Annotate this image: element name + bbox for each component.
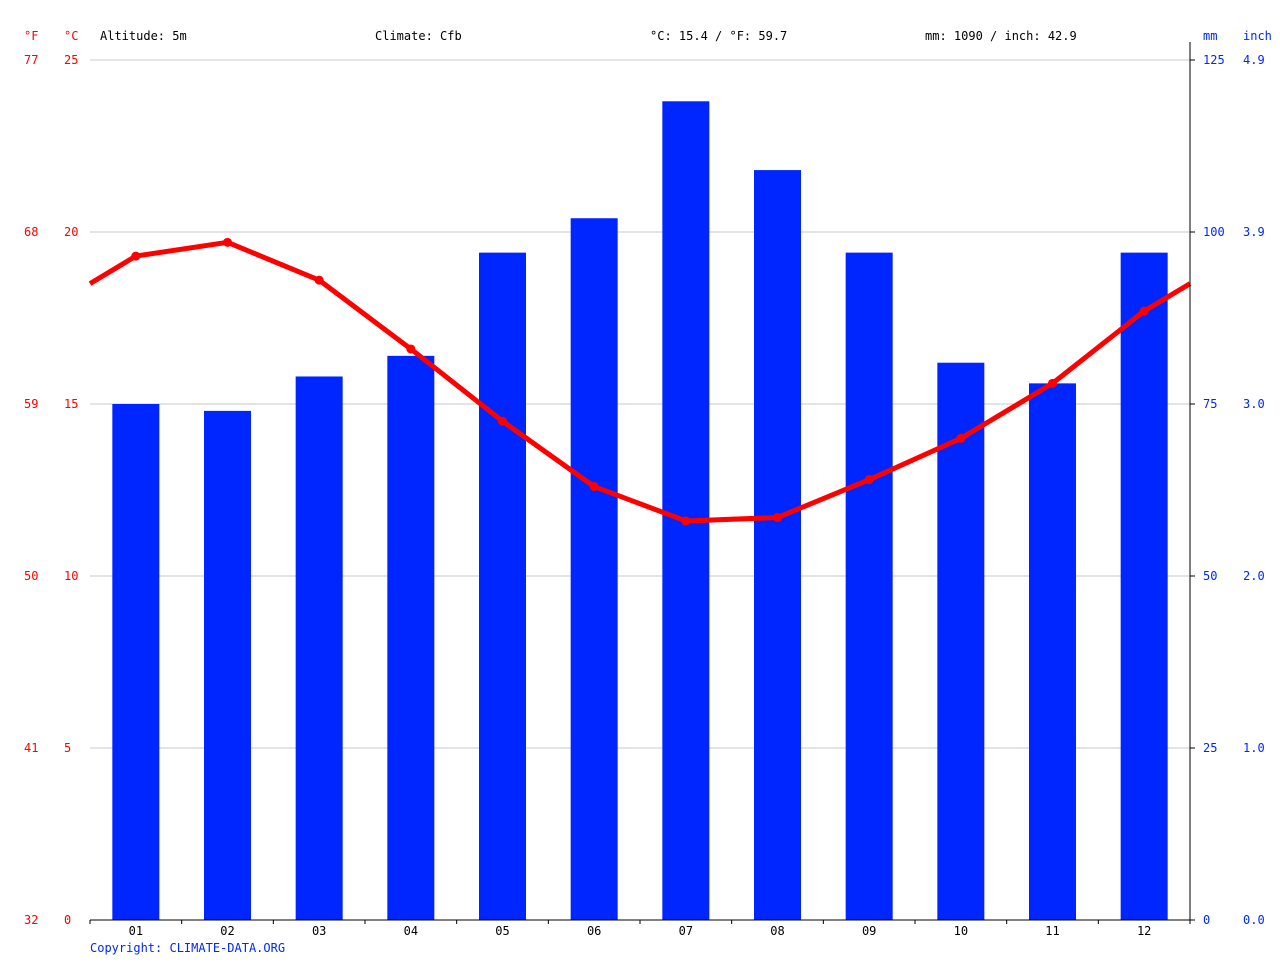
tick-label-mm: 75 [1203, 397, 1217, 411]
month-label: 04 [404, 924, 418, 938]
tick-label-c: 5 [64, 741, 71, 755]
tick-label-f: 77 [24, 53, 38, 67]
altitude-label: Altitude: 5m [100, 29, 187, 43]
left-unit-f: °F [24, 29, 38, 43]
precipitation-bar [112, 404, 160, 920]
month-label: 12 [1137, 924, 1151, 938]
tick-label-mm: 0 [1203, 913, 1210, 927]
month-label: 05 [495, 924, 509, 938]
tick-label-f: 50 [24, 569, 38, 583]
precipitation-bar [479, 252, 526, 920]
tick-label-f: 68 [24, 225, 38, 239]
month-label: 03 [312, 924, 326, 938]
temperature-average-label: °C: 15.4 / °F: 59.7 [650, 29, 787, 43]
tick-label-c: 15 [64, 397, 78, 411]
precipitation-bar [295, 376, 343, 921]
tick-label-c: 20 [64, 225, 78, 239]
temperature-point [864, 475, 874, 485]
temperature-line [88, 239, 1192, 524]
right-unit-mm: mm [1203, 29, 1217, 43]
tick-label-f: 32 [24, 913, 38, 927]
temperature-point [681, 516, 691, 526]
tick-label-c: 25 [64, 53, 78, 67]
month-label: 01 [129, 924, 143, 938]
tick-label-inch: 4.9 [1243, 53, 1265, 67]
tick-label-c: 0 [64, 913, 71, 927]
month-label: 02 [220, 924, 234, 938]
tick-label-inch: 3.9 [1243, 225, 1265, 239]
precipitation-bar [937, 362, 985, 921]
precipitation-bar [570, 218, 618, 921]
month-label: 10 [954, 924, 968, 938]
temperature-point [589, 482, 599, 492]
temperature-point [131, 251, 141, 261]
precipitation-total-label: mm: 1090 / inch: 42.9 [925, 29, 1077, 43]
month-label: 06 [587, 924, 601, 938]
precipitation-bar [845, 252, 893, 920]
month-label: 09 [862, 924, 876, 938]
climate-label: Climate: Cfb [375, 29, 462, 43]
tick-label-inch: 1.0 [1243, 741, 1265, 755]
tick-label-mm: 100 [1203, 225, 1225, 239]
tick-label-c: 10 [64, 569, 78, 583]
right-unit-inch: inch [1243, 29, 1272, 43]
tick-label-inch: 2.0 [1243, 569, 1265, 583]
temperature-point [1139, 306, 1149, 316]
copyright-link[interactable]: Copyright: CLIMATE-DATA.ORG [90, 941, 285, 955]
month-label: 11 [1045, 924, 1059, 938]
left-unit-c: °C [64, 29, 78, 43]
month-label: 08 [770, 924, 784, 938]
temperature-point [314, 275, 324, 285]
precipitation-bar [204, 410, 251, 920]
precipitation-bar [754, 170, 801, 920]
temperature-point [223, 237, 232, 247]
tick-label-f: 59 [24, 397, 38, 411]
precipitation-bar [1120, 252, 1168, 920]
tick-label-f: 41 [24, 741, 38, 755]
precipitation-bar [1029, 383, 1076, 920]
precipitation-bar [662, 101, 710, 920]
tick-label-inch: 0.0 [1243, 913, 1265, 927]
tick-label-mm: 25 [1203, 741, 1217, 755]
temperature-point [956, 433, 966, 443]
tick-label-mm: 125 [1203, 53, 1225, 67]
tick-label-inch: 3.0 [1243, 397, 1265, 411]
temperature-point [1048, 378, 1057, 388]
month-label: 07 [679, 924, 693, 938]
precipitation-bar [387, 355, 435, 921]
tick-label-mm: 50 [1203, 569, 1217, 583]
temperature-point [773, 513, 782, 523]
temperature-point [406, 344, 416, 354]
temperature-point [498, 416, 507, 426]
